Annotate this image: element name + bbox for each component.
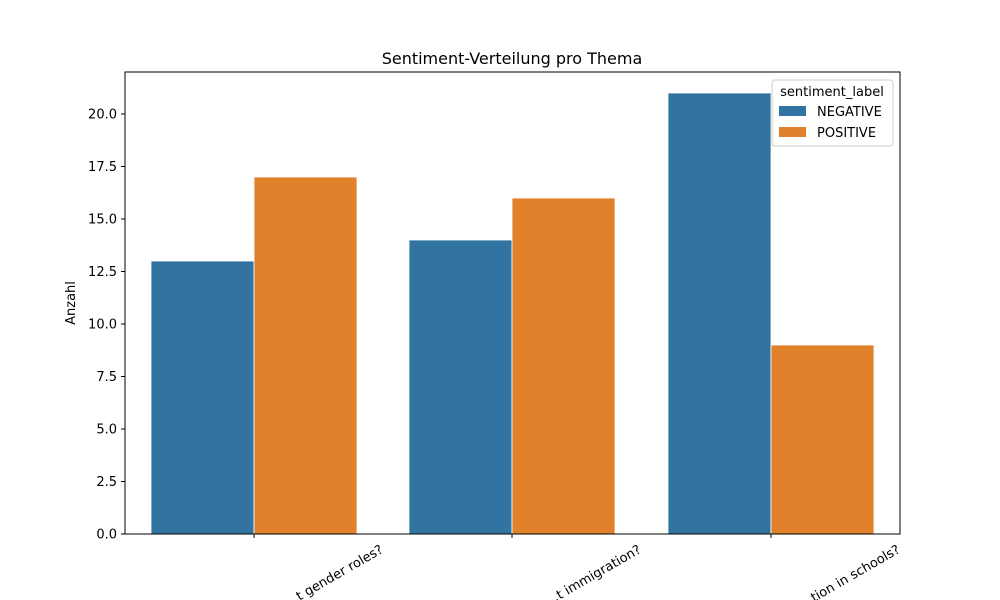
legend-swatch-negative bbox=[779, 106, 806, 116]
y-tick-label: 2.5 bbox=[96, 475, 117, 490]
bar-positive-0 bbox=[253, 176, 358, 535]
plot-frame bbox=[124, 71, 901, 535]
x-tick-label: …t immigration? bbox=[543, 542, 644, 600]
bar-negative-0 bbox=[150, 260, 255, 535]
y-tick-label: 20.0 bbox=[88, 108, 117, 123]
y-tick-label: 17.5 bbox=[88, 160, 117, 175]
bar-negative-2 bbox=[667, 92, 772, 535]
y-axis-label: Anzahl bbox=[64, 281, 79, 325]
legend-label-positive: POSITIVE bbox=[817, 126, 876, 141]
bar-positive-1 bbox=[511, 197, 616, 535]
y-tick-label: 7.5 bbox=[96, 370, 117, 385]
chart-title: Sentiment-Verteilung pro Thema bbox=[382, 49, 643, 68]
y-tick-label: 12.5 bbox=[88, 265, 117, 280]
bars-group bbox=[150, 92, 875, 535]
x-axis: …t gender roles? …t immigration? …tion in … bbox=[253, 534, 903, 600]
bar-positive-2 bbox=[770, 344, 875, 535]
legend-swatch-positive bbox=[779, 127, 806, 137]
x-tick-label: …tion in schools? bbox=[797, 542, 903, 600]
y-tick-label: 15.0 bbox=[88, 213, 117, 228]
legend: sentiment_label NEGATIVE POSITIVE bbox=[771, 79, 894, 147]
y-tick-label: 5.0 bbox=[96, 423, 117, 438]
y-tick-label: 10.0 bbox=[88, 318, 117, 333]
y-axis: 0.0 2.5 5.0 7.5 10.0 12.5 15.0 17.5 20.0 bbox=[88, 108, 125, 543]
x-tick-label: …t gender roles? bbox=[283, 542, 386, 600]
legend-label-negative: NEGATIVE bbox=[817, 105, 882, 120]
y-tick-label: 0.0 bbox=[96, 528, 117, 543]
bar-negative-1 bbox=[408, 239, 513, 535]
legend-title: sentiment_label bbox=[780, 85, 884, 100]
legend-items: NEGATIVE POSITIVE bbox=[779, 105, 882, 141]
